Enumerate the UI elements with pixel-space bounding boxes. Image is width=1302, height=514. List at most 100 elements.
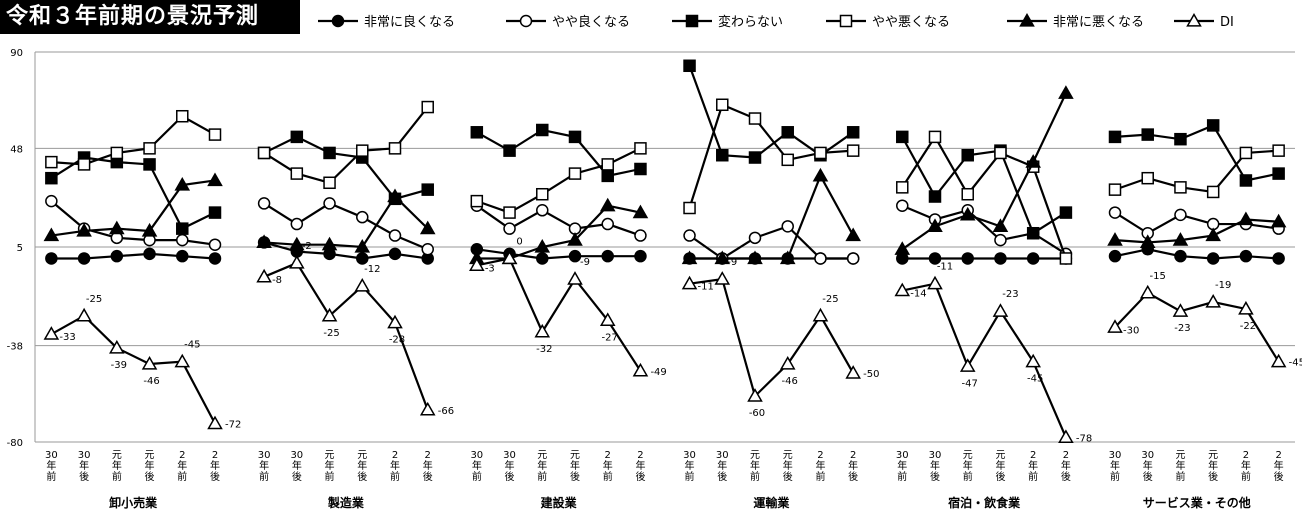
data-point (143, 142, 156, 155)
data-point (1238, 211, 1254, 226)
x-tick-label: 年 (717, 459, 727, 472)
legend: 非常に良くなる やや良くなる 変わらない やや悪くなる 非常に悪くなる DI (318, 12, 1234, 30)
data-point (110, 249, 124, 263)
series-line (476, 128, 641, 178)
data-point (519, 14, 533, 28)
x-tick-label: 後 (635, 470, 645, 483)
data-point (109, 220, 125, 235)
series-line (476, 204, 641, 260)
data-point (1107, 232, 1123, 246)
data-label: -22 (1240, 321, 1256, 332)
x-tick-label: 年 (1208, 459, 1218, 472)
data-label: -11 (937, 262, 953, 273)
x-tick-label: 後 (995, 470, 1005, 483)
series-line (901, 134, 1067, 259)
data-point (321, 236, 338, 251)
data-point (1139, 234, 1156, 249)
x-tick-label: 前 (112, 470, 122, 483)
data-point (77, 252, 91, 265)
x-tick-label: 元 (357, 450, 367, 461)
data-point (896, 181, 909, 194)
x-tick-label: 年 (472, 459, 482, 472)
x-tick-label: 2 (1063, 450, 1069, 461)
series-line (689, 173, 855, 260)
x-tick-label: 30 (78, 450, 91, 461)
x-tick-label: 年 (292, 459, 302, 472)
x-tick-label: 2 (179, 450, 185, 461)
data-point (421, 243, 434, 256)
data-label: -60 (749, 408, 765, 419)
x-tick-label: 年 (685, 459, 695, 472)
data-point (567, 232, 583, 246)
series-line (1114, 211, 1279, 235)
x-tick-label: 後 (930, 470, 940, 483)
data-label: -23 (1002, 289, 1018, 300)
data-point (143, 158, 156, 171)
x-tick-label: 後 (292, 470, 302, 483)
data-point (356, 144, 369, 157)
data-label: -8 (272, 275, 282, 286)
x-tick-label: 元 (570, 450, 580, 461)
x-tick-label: 30 (1109, 450, 1122, 461)
data-point (503, 206, 516, 219)
data-point (419, 401, 436, 416)
data-point (470, 194, 484, 208)
x-tick-label: 年 (1274, 459, 1284, 472)
series-line (263, 202, 429, 251)
x-tick-label: 年 (325, 459, 335, 472)
data-point (1239, 249, 1253, 263)
x-tick-label: 2 (1243, 450, 1249, 461)
data-label: -45 (1027, 374, 1043, 385)
data-point (388, 142, 402, 155)
data-point (1141, 171, 1154, 185)
data-point (683, 229, 696, 242)
x-tick-label: 年 (963, 459, 973, 472)
x-tick-label: 後 (145, 470, 155, 483)
data-point (387, 188, 403, 203)
x-tick-label: 年 (145, 459, 155, 472)
group-label: サービス業・その他 (1143, 495, 1251, 510)
data-point (959, 358, 976, 372)
data-point (928, 190, 942, 203)
data-point (77, 158, 91, 171)
data-label: -72 (225, 420, 241, 431)
data-point (43, 326, 60, 340)
x-tick-label: 元 (325, 450, 335, 461)
data-label: 0 (516, 236, 522, 247)
chart-title: 令和３年前期の景況予測 (0, 0, 300, 34)
data-point (45, 252, 58, 265)
data-point (845, 227, 861, 242)
data-point (257, 197, 271, 210)
data-point (257, 146, 271, 160)
x-tick-label: 前 (603, 470, 613, 483)
data-point (419, 220, 436, 235)
data-label: -32 (536, 344, 552, 355)
data-point (927, 275, 943, 290)
x-tick-label: 年 (537, 459, 547, 472)
x-tick-label: 年 (46, 459, 56, 472)
data-label: -39 (111, 360, 127, 371)
data-point (1059, 252, 1073, 265)
x-tick-label: 年 (1028, 459, 1038, 472)
data-point (747, 388, 763, 402)
data-point (992, 303, 1009, 317)
y-tick-label: -80 (7, 438, 23, 449)
x-tick-label: 前 (259, 470, 269, 483)
data-label: -49 (650, 367, 666, 378)
data-point (1107, 319, 1123, 333)
data-point (928, 130, 942, 144)
data-label: -46 (782, 376, 798, 387)
data-point (567, 271, 583, 285)
data-label: -12 (364, 264, 380, 275)
series-line (1114, 248, 1279, 260)
data-point (1025, 353, 1041, 368)
x-tick-label: 元 (1208, 450, 1218, 461)
x-tick-label: 年 (505, 459, 515, 472)
data-point (536, 123, 549, 137)
legend-item: やや良くなる (506, 14, 630, 30)
legend-label: やや悪くなる (872, 15, 950, 30)
data-point (354, 238, 371, 253)
legend-item: 非常に良くなる (318, 14, 455, 30)
x-tick-label: 2 (605, 450, 611, 461)
data-point (141, 222, 158, 237)
